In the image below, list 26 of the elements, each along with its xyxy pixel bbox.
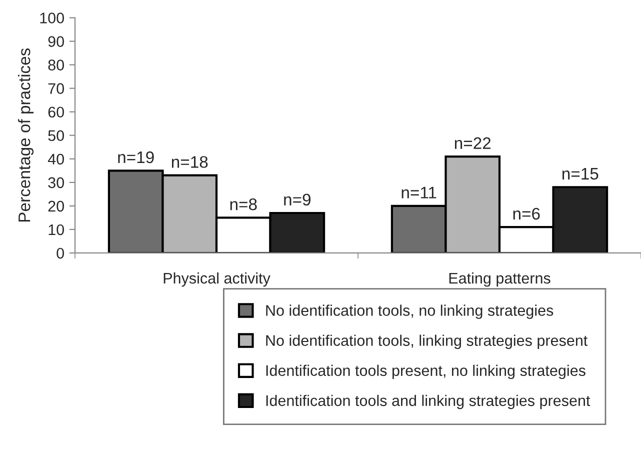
y-tick-label: 60 [48, 106, 64, 118]
annotation: n=6 [513, 208, 540, 220]
y-tick-label: 80 [48, 60, 64, 70]
legend-label: Identification tools present, no linking strategies [266, 364, 586, 380]
y-tick-label: 90 [48, 36, 64, 47]
x-tick-label: Eating patterns [449, 272, 550, 287]
annotation: n=18 [172, 156, 208, 168]
y-tick-label: 100 [40, 12, 64, 24]
x-tick-label: Physical activity [164, 272, 270, 287]
legend-label: Identification tools and linking strategies present [266, 394, 590, 410]
annotation: n=19 [118, 151, 154, 164]
y-tick-label: 10 [48, 224, 64, 236]
annotation: n=15 [562, 168, 598, 180]
annotation: n=8 [230, 198, 257, 210]
legend-label: No identification tools, linking strategies present [266, 334, 588, 349]
y-axis-title: Percentage of practices [18, 48, 34, 222]
y-tick-label: 50 [48, 130, 64, 142]
y-tick-label: 70 [48, 83, 64, 94]
annotation: n=9 [284, 194, 310, 206]
y-tick-label: 30 [48, 177, 64, 188]
y-tick-label: 20 [48, 200, 64, 212]
y-tick-label: 0 [56, 248, 64, 259]
annotation: n=22 [454, 137, 491, 149]
y-tick-label: 40 [48, 154, 64, 165]
annotation: n=11 [402, 186, 436, 198]
legend-label: No identification tools, no linking strategies [266, 304, 554, 319]
